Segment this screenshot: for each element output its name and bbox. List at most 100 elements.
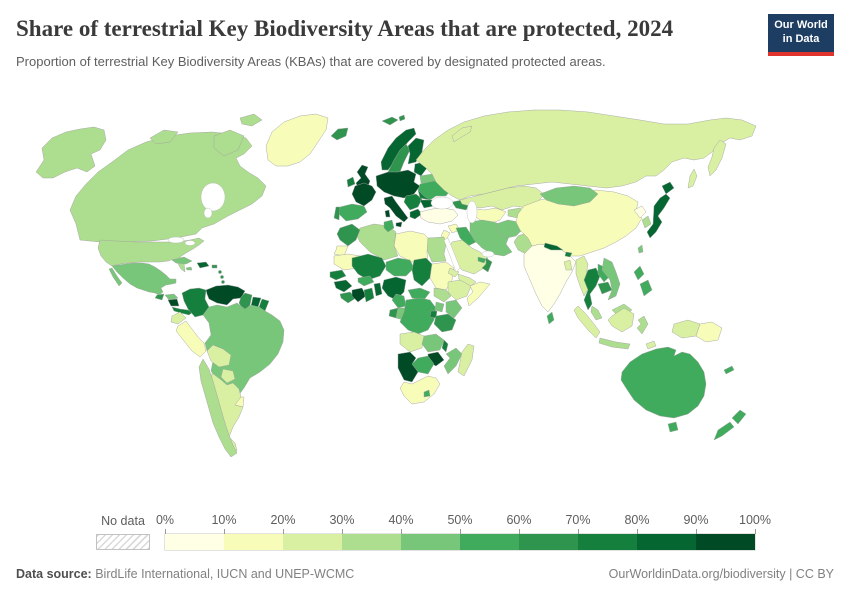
country-bangladesh[interactable] <box>563 259 573 271</box>
country-china[interactable] <box>515 189 643 257</box>
country-nepal[interactable] <box>543 242 564 251</box>
country-dr-congo[interactable] <box>399 297 437 335</box>
country-peru[interactable] <box>175 320 207 358</box>
country-ethiopia[interactable] <box>447 279 472 301</box>
country-lesotho[interactable] <box>423 389 431 398</box>
country-turkey[interactable] <box>419 207 459 225</box>
country-arctic-islands-east[interactable] <box>239 113 263 127</box>
country-uganda[interactable] <box>434 301 445 313</box>
country-paraguay[interactable] <box>220 368 236 384</box>
country-angola[interactable] <box>399 331 425 353</box>
country-indonesia-java[interactable] <box>598 337 631 350</box>
country-ireland[interactable] <box>346 176 356 188</box>
country-somalia[interactable] <box>466 281 491 307</box>
country-oman[interactable] <box>481 257 493 273</box>
country-timor-leste[interactable] <box>645 340 657 350</box>
country-libya[interactable] <box>393 230 429 263</box>
country-indonesia-sulawesi[interactable] <box>636 315 649 335</box>
country-mali[interactable] <box>351 253 387 281</box>
country-mongolia[interactable] <box>539 185 599 207</box>
country-guatemala[interactable] <box>154 293 165 301</box>
country-lesser-antilles[interactable] <box>221 280 225 284</box>
country-mozambique[interactable] <box>443 347 463 375</box>
country-alaska[interactable] <box>35 126 107 179</box>
country-japan[interactable] <box>646 181 675 239</box>
legend-segment[interactable] <box>224 534 283 550</box>
country-malawi[interactable] <box>441 339 449 353</box>
country-zambia[interactable] <box>421 333 445 353</box>
country-australia[interactable] <box>620 346 707 433</box>
country-france[interactable] <box>351 182 377 207</box>
country-canada[interactable] <box>69 131 267 243</box>
country-cuba[interactable] <box>171 256 193 265</box>
legend-segment[interactable] <box>519 534 578 550</box>
country-novaya-zemlya[interactable] <box>451 125 473 143</box>
country-kenya[interactable] <box>445 299 463 319</box>
legend-segment[interactable] <box>401 534 460 550</box>
country-north-korea[interactable] <box>633 205 647 219</box>
country-south-sudan[interactable] <box>433 287 452 303</box>
country-papua-new-guinea[interactable] <box>695 321 723 343</box>
country-bhutan[interactable] <box>564 251 573 258</box>
country-central-europe[interactable] <box>375 169 421 199</box>
country-chad[interactable] <box>411 257 433 287</box>
legend-segment[interactable] <box>637 534 696 550</box>
country-costa-rica-panama[interactable] <box>171 306 194 316</box>
country-lesser-antilles[interactable] <box>218 270 222 274</box>
country-guinea[interactable] <box>333 279 353 293</box>
country-iceland[interactable] <box>330 127 349 141</box>
country-baffin-island[interactable] <box>213 129 245 157</box>
country-morocco[interactable] <box>336 223 361 247</box>
legend-segment[interactable] <box>165 534 224 550</box>
country-jamaica[interactable] <box>185 266 193 271</box>
country-mexico[interactable] <box>111 262 177 296</box>
country-russia[interactable] <box>415 109 757 201</box>
country-hispaniola[interactable] <box>196 261 210 269</box>
country-portugal[interactable] <box>333 206 341 221</box>
legend-segment[interactable] <box>696 534 755 550</box>
country-spain[interactable] <box>338 203 368 222</box>
country-south-africa[interactable] <box>399 375 441 405</box>
country-vietnam[interactable] <box>601 257 621 301</box>
country-niger[interactable] <box>385 257 415 277</box>
country-tanzania[interactable] <box>433 313 457 333</box>
country-west-papua[interactable] <box>671 319 701 339</box>
country-uae[interactable] <box>477 256 487 264</box>
country-chile[interactable] <box>198 358 238 458</box>
country-philippines[interactable] <box>633 265 653 297</box>
country-cambodia[interactable] <box>597 281 613 295</box>
country-taiwan[interactable] <box>637 244 644 254</box>
country-togo-benin[interactable] <box>373 282 383 297</box>
country-ivory-coast[interactable] <box>351 287 367 303</box>
country-greece[interactable] <box>409 208 423 220</box>
country-western-sahara[interactable] <box>333 245 349 257</box>
footer-credit-link[interactable]: OurWorldinData.org/biodiversity | CC BY <box>608 567 834 581</box>
country-nicaragua[interactable] <box>167 298 180 307</box>
country-madagascar[interactable] <box>457 343 475 377</box>
legend-segment[interactable] <box>578 534 637 550</box>
country-honduras[interactable] <box>164 293 179 301</box>
country-south-korea[interactable] <box>641 215 652 229</box>
country-italy[interactable] <box>383 195 409 228</box>
country-algeria[interactable] <box>355 223 399 261</box>
country-svalbard[interactable] <box>381 114 406 126</box>
country-namibia[interactable] <box>397 351 419 383</box>
country-baja-california[interactable] <box>108 267 123 287</box>
legend-no-data-swatch[interactable] <box>96 534 150 550</box>
country-greenland[interactable] <box>265 113 329 167</box>
country-tunisia[interactable] <box>383 219 395 233</box>
country-central-african-republic[interactable] <box>407 287 431 301</box>
country-balkans[interactable] <box>403 193 423 211</box>
country-venezuela[interactable] <box>205 284 246 306</box>
country-ecuador[interactable] <box>170 311 187 325</box>
country-sri-lanka[interactable] <box>546 311 555 325</box>
country-arctic-islands-west[interactable] <box>149 129 179 145</box>
country-new-caledonia[interactable] <box>723 365 735 375</box>
legend-segment[interactable] <box>460 534 519 550</box>
country-sakhalin[interactable] <box>687 168 698 189</box>
legend-segment[interactable] <box>283 534 342 550</box>
country-bolivia[interactable] <box>206 344 232 368</box>
country-ghana[interactable] <box>363 287 375 303</box>
country-norway[interactable] <box>380 127 417 171</box>
country-puerto-rico[interactable] <box>211 264 218 269</box>
